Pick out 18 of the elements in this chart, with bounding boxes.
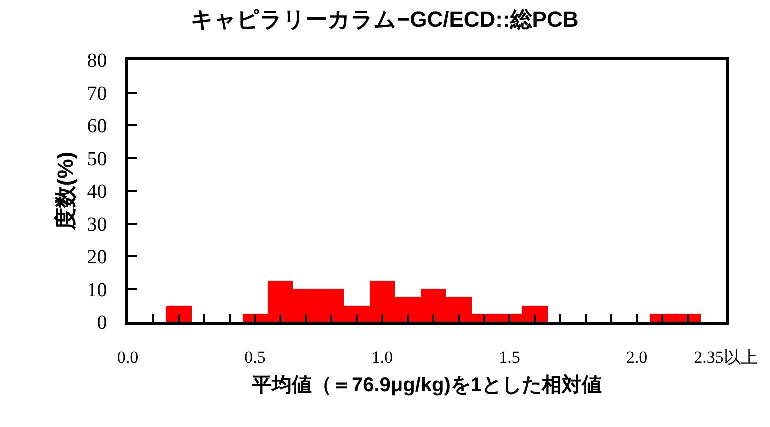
y-tick-label: 70 — [87, 82, 108, 105]
y-tick-label: 60 — [87, 116, 108, 138]
x-tick-label: 0.0 — [117, 348, 139, 368]
x-tick-label: 2.0 — [626, 348, 648, 368]
x-tick-label: 2.35以上 — [694, 348, 758, 368]
y-axis-title: 度数(%) — [53, 152, 78, 232]
chart-title: キャピラリーカラム−GC/ECD::総PCB — [191, 6, 579, 32]
y-tick-label: 30 — [87, 214, 108, 236]
y-tick-label: 10 — [87, 279, 108, 302]
y-tick-label: 40 — [87, 181, 108, 203]
y-tick-label: 0 — [97, 312, 108, 334]
x-axis-title: 平均値（＝76.9μg/kg)を1とした相対値 — [250, 374, 602, 397]
x-tick-label: 1.5 — [499, 348, 520, 368]
x-tick-label: 1.0 — [372, 348, 394, 368]
y-tick-label: 50 — [87, 148, 108, 170]
x-tick-label: 0.5 — [244, 348, 266, 368]
y-tick-label: 80 — [87, 50, 108, 72]
y-tick-label: 20 — [87, 246, 108, 268]
